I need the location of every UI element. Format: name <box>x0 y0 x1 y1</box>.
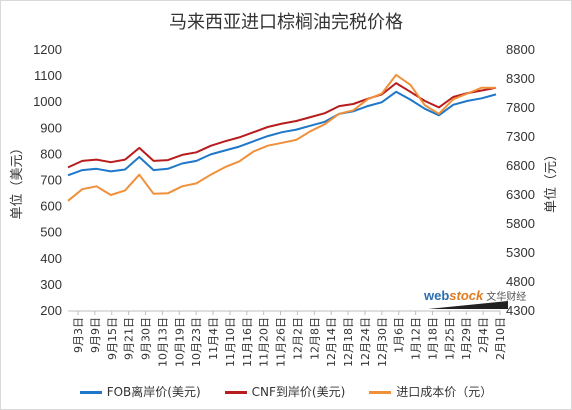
x-tick-label: 1月29日 <box>460 317 473 360</box>
x-tick-label: 11月4日 <box>207 317 220 360</box>
watermark-cn: 文华财经 <box>486 292 527 303</box>
y-left-tick-label: 1100 <box>34 68 62 83</box>
y-right-tick-label: 8800 <box>506 42 535 57</box>
x-tick-label: 12月8日 <box>308 317 321 360</box>
y-right-tick-label: 4300 <box>506 303 535 318</box>
x-tick-label: 12月24日 <box>359 317 372 367</box>
y-left-tick-label: 800 <box>40 146 62 161</box>
x-tick-label: 2月10日 <box>494 317 507 360</box>
series-line-3 <box>67 73 496 202</box>
legend-swatch <box>79 391 102 394</box>
x-tick-label: 10月13日 <box>156 317 169 367</box>
legend-swatch <box>369 391 392 394</box>
x-tick-label: 10月19日 <box>173 317 186 367</box>
x-tick-label: 11月20日 <box>258 317 271 367</box>
legend-item-2: CNF到岸价(美元) <box>224 383 346 400</box>
x-tick-label: 9月3日 <box>72 317 85 353</box>
y-left-tick-label: 600 <box>40 199 62 214</box>
y-left-tick-label: 900 <box>40 120 62 135</box>
legend-label: FOB离岸价(美元) <box>106 385 201 399</box>
legend-swatch <box>224 391 247 394</box>
chart-title: 马来西亚进口棕榈油完税价格 <box>169 12 403 33</box>
y-right-tick-label: 6800 <box>506 158 535 173</box>
x-tick-label: 10月23日 <box>190 317 203 367</box>
y-left-tick-label: 200 <box>40 303 62 318</box>
watermark-bar <box>428 301 508 309</box>
legend-item-3: 进口成本价（元） <box>369 383 492 400</box>
x-tick-label: 9月15日 <box>106 317 119 360</box>
y-left-tick-label: 1000 <box>33 94 62 109</box>
chart-legend: FOB离岸价(美元) CNF到岸价(美元) 进口成本价（元） <box>0 383 572 400</box>
y-right-tick-label: 8300 <box>506 71 535 86</box>
x-tick-label: 12月30日 <box>376 317 389 367</box>
y-right-tick-label: 5300 <box>506 245 535 260</box>
x-tick-label: 11月26日 <box>275 317 288 367</box>
y-right-tick-label: 7800 <box>506 100 535 115</box>
watermark-web: web <box>424 288 450 303</box>
series-line-2 <box>67 82 497 169</box>
x-tick-label: 1月12日 <box>410 317 423 360</box>
legend-label: CNF到岸价(美元) <box>251 385 346 399</box>
x-tick-label: 1月25日 <box>443 317 456 360</box>
series-line-1 <box>67 90 497 177</box>
y-left-tick-label: 400 <box>40 251 62 266</box>
watermark-logo: webstock 文华财经 <box>424 288 526 303</box>
x-tick-label: 9月21日 <box>123 317 136 360</box>
x-tick-label: 1月18日 <box>426 317 439 360</box>
x-tick-label: 12月2日 <box>291 317 304 360</box>
y-left-tick-label: 300 <box>40 277 62 292</box>
x-tick-label: 9月9日 <box>89 317 102 353</box>
x-tick-label: 9月30日 <box>140 317 153 360</box>
x-tick-label: 11月10日 <box>224 317 237 367</box>
x-tick-label: 12月18日 <box>342 317 355 367</box>
x-tick-label: 12月14日 <box>325 317 338 367</box>
y-right-axis-title: 单位（元） <box>544 148 559 213</box>
watermark-stock: stock <box>449 288 484 303</box>
y-left-tick-label: 700 <box>40 173 62 188</box>
y-right-tick-label: 6300 <box>506 187 535 202</box>
x-tick-label: 11月16日 <box>241 317 254 367</box>
x-tick-label: 2月4日 <box>477 317 490 353</box>
y-right-tick-label: 5800 <box>506 216 535 231</box>
legend-item-1: FOB离岸价(美元) <box>79 383 201 400</box>
x-tick-label: 1月6日 <box>393 317 406 353</box>
y-left-tick-label: 500 <box>40 225 62 240</box>
y-left-axis-title: 单位（美元） <box>10 141 25 219</box>
y-left-tick-label: 1200 <box>33 42 62 57</box>
y-right-tick-label: 4800 <box>506 274 535 289</box>
legend-label: 进口成本价（元） <box>396 385 493 399</box>
y-right-tick-label: 7300 <box>506 129 535 144</box>
